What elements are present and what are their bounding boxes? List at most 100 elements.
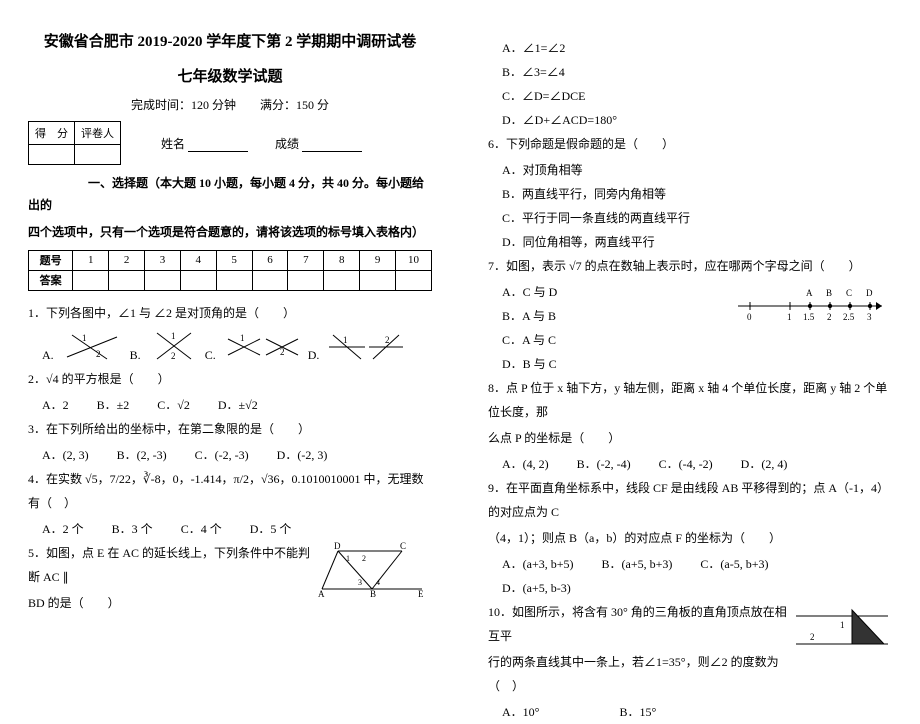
svg-text:2: 2 bbox=[385, 335, 390, 345]
q2-C: C．√2 bbox=[157, 393, 190, 417]
q7-options: A．C 与 D B．A 与 B C．A 与 C D．B 与 C bbox=[488, 280, 724, 376]
left-column: 安徽省合肥市 2019-2020 学年度下第 2 学期期中调研试卷 七年级数学试… bbox=[0, 0, 460, 630]
q10-options: A．10° B．15° bbox=[488, 700, 792, 724]
svg-text:1: 1 bbox=[346, 554, 350, 563]
num-1: 1 bbox=[73, 250, 109, 270]
q1-figD-icon: 12 bbox=[327, 327, 405, 363]
svg-text:D: D bbox=[866, 288, 873, 298]
q8-C: C．(-4, -2) bbox=[659, 452, 713, 476]
q2-B: B．±2 bbox=[97, 393, 130, 417]
q5-C: C．∠D=∠DCE bbox=[502, 84, 864, 108]
q10-A: A．10° bbox=[502, 700, 539, 724]
svg-text:B: B bbox=[826, 288, 832, 298]
q3-text: 3．在下列所给出的坐标中，在第二象限的是（ ） bbox=[28, 417, 432, 441]
svg-text:B: B bbox=[370, 589, 376, 599]
q9-line2: （4，1）；则点 B（a，b）的对应点 F 的坐标为（ ） bbox=[488, 526, 892, 550]
q9-line1: 9．在平面直角坐标系中，线段 CF 是由线段 AB 平移得到的；点 A（-1，4… bbox=[488, 476, 892, 524]
q7-B: B．A 与 B bbox=[502, 304, 696, 328]
score-row: 得 分 评卷人 姓名 成绩 bbox=[28, 121, 432, 165]
q6-D: D．同位角相等，两直线平行 bbox=[502, 230, 689, 254]
q1-figB-icon: 12 bbox=[149, 327, 199, 363]
q10-B: B．15° bbox=[619, 700, 656, 724]
q9-C: C．(a-5, b+3) bbox=[700, 552, 768, 576]
q7-D: D．B 与 C bbox=[502, 352, 696, 376]
svg-text:3: 3 bbox=[867, 312, 872, 322]
q4-D: D．5 个 bbox=[250, 517, 292, 541]
q7-numline: A B C D 0 1 1.5 2 2.5 3 bbox=[732, 284, 892, 328]
svg-text:2.5: 2.5 bbox=[843, 312, 855, 322]
svg-text:1: 1 bbox=[240, 333, 245, 343]
q10-line1: 10．如图所示，将含有 30° 角的三角板的直角顶点放在相互平 bbox=[488, 600, 792, 648]
q7-text: 7．如图，表示 √7 的点在数轴上表示时，应在哪两个字母之间（ ） bbox=[488, 254, 892, 278]
num-5: 5 bbox=[216, 250, 252, 270]
section-1-title: 一、选择题（本大题 10 小题，每小题 4 分，共 40 分。每小题给出的 bbox=[28, 173, 432, 216]
q6-A: A．对顶角相等 bbox=[502, 158, 689, 182]
svg-text:A: A bbox=[806, 288, 813, 298]
num-3: 3 bbox=[145, 250, 181, 270]
svg-text:C: C bbox=[400, 541, 406, 551]
q8-D: D．(2, 4) bbox=[741, 452, 788, 476]
svg-text:1: 1 bbox=[82, 333, 87, 343]
q5-figure-icon: A B E D C 1 2 3 4 bbox=[312, 541, 432, 601]
name-label: 姓名 bbox=[161, 137, 185, 151]
score-cell-2: 评卷人 bbox=[75, 122, 121, 145]
svg-text:1: 1 bbox=[840, 620, 845, 630]
answer-table: 题号 1 2 3 4 5 6 7 8 9 10 答案 bbox=[28, 250, 432, 291]
q5-line1: 5．如图，点 E 在 AC 的延长线上，下列条件中不能判断 AC ∥ bbox=[28, 541, 312, 589]
section1-line1: 一、选择题（本大题 10 小题，每小题 4 分，共 40 分。每小题给出的 bbox=[28, 176, 424, 212]
q2-options: A．2 B．±2 C．√2 D．±√2 bbox=[28, 393, 432, 417]
q5-A: A．∠1=∠2 bbox=[502, 36, 864, 60]
q9-D: D．(a+5, b-3) bbox=[502, 576, 571, 600]
q5-D: D．∠D+∠ACD=180° bbox=[502, 108, 864, 132]
svg-text:E: E bbox=[418, 589, 424, 599]
q5-wrap: 5．如图，点 E 在 AC 的延长线上，下列条件中不能判断 AC ∥ BD 的是… bbox=[28, 541, 432, 617]
num-7: 7 bbox=[288, 250, 324, 270]
name-fields: 姓名 成绩 bbox=[161, 121, 362, 152]
q3-B: B．(2, -3) bbox=[117, 443, 167, 467]
q1-labB: B. bbox=[130, 348, 141, 363]
subtitle: 七年级数学试题 bbox=[28, 65, 432, 86]
q1-labD: D. bbox=[308, 348, 320, 363]
q4-text: 4．在实数 √5，7/22，∛-8，0，-1.414，π/2，√36，0.101… bbox=[28, 467, 432, 515]
name-underline bbox=[188, 138, 248, 152]
svg-text:C: C bbox=[846, 288, 852, 298]
svg-text:4: 4 bbox=[376, 578, 380, 587]
svg-text:D: D bbox=[334, 541, 341, 551]
q2-D: D．±√2 bbox=[218, 393, 258, 417]
svg-text:2: 2 bbox=[171, 351, 176, 361]
score-blank-2 bbox=[75, 145, 121, 165]
q4-A: A．2 个 bbox=[42, 517, 84, 541]
svg-text:2: 2 bbox=[362, 554, 366, 563]
q9-A: A．(a+3, b+5) bbox=[502, 552, 574, 576]
score-table: 得 分 评卷人 bbox=[28, 121, 121, 165]
q6-B: B．两直线平行，同旁内角相等 bbox=[502, 182, 689, 206]
q9-B: B．(a+5, b+3) bbox=[602, 552, 673, 576]
q8-A: A．(4, 2) bbox=[502, 452, 549, 476]
num-10: 10 bbox=[396, 250, 432, 270]
svg-text:2: 2 bbox=[280, 347, 285, 357]
score-underline bbox=[302, 138, 362, 152]
q3-C: C．(-2, -3) bbox=[195, 443, 249, 467]
num-6: 6 bbox=[252, 250, 288, 270]
q4-C: C．4 个 bbox=[181, 517, 222, 541]
num-4: 4 bbox=[180, 250, 216, 270]
num-2: 2 bbox=[109, 250, 145, 270]
q3-A: A．(2, 3) bbox=[42, 443, 89, 467]
section-1-title-b: 四个选项中，只有一个选项是符合题意的，请将该选项的标号填入表格内） bbox=[28, 222, 432, 244]
q1-figA-icon: 12 bbox=[62, 327, 124, 363]
score-label: 成绩 bbox=[275, 137, 299, 151]
score-cell-1: 得 分 bbox=[29, 122, 75, 145]
q6-C: C．平行于同一条直线的两直线平行 bbox=[502, 206, 689, 230]
q9-options: A．(a+3, b+5) B．(a+5, b+3) C．(a-5, b+3) D… bbox=[488, 552, 892, 600]
q7-C: C．A 与 C bbox=[502, 328, 696, 352]
main-title: 安徽省合肥市 2019-2020 学年度下第 2 学期期中调研试卷 bbox=[28, 30, 432, 51]
q4-B: B．3 个 bbox=[112, 517, 153, 541]
q7-body: A B C D 0 1 1.5 2 2.5 3 A．C 与 D B．A 与 B … bbox=[488, 280, 892, 376]
q1-text: 1．下列各图中，∠1 与 ∠2 是对顶角的是（ ） bbox=[28, 301, 432, 325]
q3-D: D．(-2, 3) bbox=[277, 443, 328, 467]
q6-options: A．对顶角相等 B．两直线平行，同旁内角相等 C．平行于同一条直线的两直线平行 … bbox=[488, 158, 892, 254]
svg-text:2: 2 bbox=[96, 349, 101, 359]
q8-options: A．(4, 2) B．(-2, -4) C．(-4, -2) D．(2, 4) bbox=[488, 452, 892, 476]
q10-line2: 行的两条直线其中一条上，若∠1=35°，则∠2 的度数为（ ） bbox=[488, 650, 792, 698]
q8-B: B．(-2, -4) bbox=[577, 452, 631, 476]
